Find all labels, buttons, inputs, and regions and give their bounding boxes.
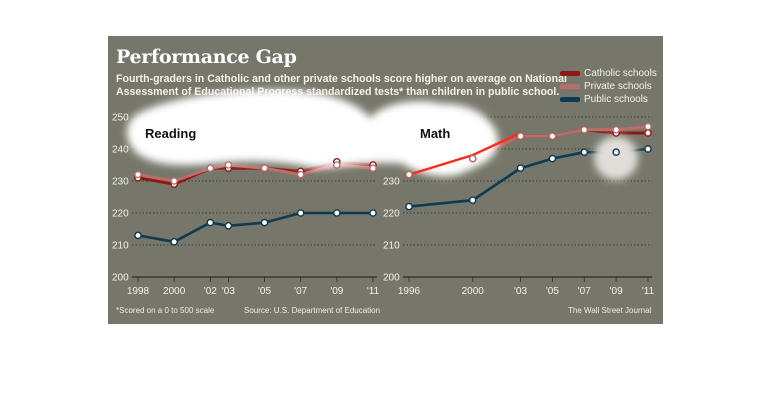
x-tick-label-reading-2011: '11: [367, 286, 380, 297]
data-point-reading-public-2002: [206, 218, 215, 227]
data-point-math-private-2007: [580, 126, 589, 134]
data-point-math-public-1996: [405, 202, 413, 211]
data-point-reading-public-2009: [333, 209, 341, 217]
legend-swatch-private: [560, 83, 580, 89]
y-tick-label-reading-230: 230: [112, 177, 129, 188]
x-tick-label-math-1996: 1996: [398, 286, 421, 297]
legend-item-catholic: Catholic schools: [560, 68, 657, 79]
y-tick-label-reading-240: 240: [112, 145, 129, 156]
legend-item-private: Private schools: [560, 81, 652, 92]
data-point-reading-public-1998: [134, 231, 142, 240]
x-tick-label-math-2005: '05: [546, 286, 559, 297]
x-tick-label-math-2009: '09: [610, 286, 623, 297]
data-point-math-private-2009: [612, 126, 620, 134]
legend-label-private: Private schools: [584, 81, 652, 92]
chart-title: Performance Gap: [116, 46, 297, 68]
highlight-dot: [594, 136, 638, 180]
y-tick-label-math-210: 210: [383, 241, 400, 252]
series-line-reading-public: [137, 211, 373, 244]
footnote: *Scored on a 0 to 500 scale: [116, 306, 215, 315]
data-point-math-public-2009: [612, 148, 620, 156]
legend-swatch-public: [560, 96, 580, 102]
data-point-math-private-1996: [405, 170, 413, 179]
x-tick-label-reading-2000: 2000: [163, 286, 186, 297]
x-tick-label-reading-2003: '03: [222, 286, 235, 297]
data-point-math-private-2011: [644, 122, 652, 131]
data-point-reading-public-2007: [296, 209, 305, 217]
data-point-reading-private-2009: [333, 161, 341, 169]
y-tick-label-math-200: 200: [383, 273, 400, 284]
x-tick-label-reading-1998: 1998: [127, 286, 150, 297]
y-tick-label-math-230: 230: [383, 177, 400, 188]
x-tick-label-math-2007: '07: [578, 286, 591, 297]
legend-label-public: Public schools: [584, 94, 648, 105]
x-tick-label-reading-2007: '07: [294, 286, 307, 297]
data-point-reading-private-2002: [206, 164, 215, 172]
legend-item-public: Public schools: [560, 94, 648, 105]
data-point-reading-private-2007: [296, 170, 305, 179]
x-tick-label-reading-2005: '05: [258, 286, 271, 297]
credit: The Wall Street Journal: [568, 306, 652, 315]
x-tick-label-math-2003: '03: [514, 286, 527, 297]
data-point-reading-public-2000: [170, 237, 178, 246]
data-point-math-private-2000: [468, 154, 477, 163]
x-tick-label-math-2011: '11: [642, 286, 655, 297]
data-point-math-private-2003: [516, 132, 525, 140]
y-tick-label-reading-250: 250: [112, 113, 129, 124]
data-point-math-private-2005: [548, 132, 557, 140]
legend-swatch-catholic: [560, 70, 580, 76]
data-point-math-catholic-2011: [644, 129, 652, 137]
y-tick-label-reading-200: 200: [112, 273, 129, 284]
data-point-reading-private-2011: [369, 164, 377, 172]
chart-panel: Performance Gap Fourth-graders in Cathol…: [108, 36, 663, 324]
data-point-math-public-2003: [516, 164, 525, 172]
line-charts: 200 210 220 230 240 250 1998 2000 '02 '03 '05 '07 '0…: [112, 90, 655, 297]
source-note: Source: U.S. Department of Education: [244, 306, 381, 315]
y-tick-label-math-220: 220: [383, 209, 400, 220]
x-tick-label-reading-2009: '09: [330, 286, 343, 297]
chart-subtitle-line-1: Fourth-graders in Catholic and other pri…: [116, 73, 567, 85]
y-tick-label-reading-210: 210: [112, 241, 129, 252]
data-point-reading-private-1998: [134, 170, 142, 179]
x-tick-label-math-2000: 2000: [462, 286, 485, 297]
panel-title-reading: Reading: [145, 126, 196, 141]
data-point-reading-public-2005: [260, 218, 269, 227]
data-point-reading-private-2000: [170, 177, 178, 185]
data-point-math-public-2011: [644, 145, 652, 153]
legend-label-catholic: Catholic schools: [584, 68, 657, 79]
data-point-reading-private-2005: [260, 164, 269, 172]
data-point-math-public-2005: [548, 154, 557, 163]
y-tick-label-reading-220: 220: [112, 209, 129, 220]
data-point-reading-public-2003: [224, 221, 233, 230]
data-point-math-public-2007: [580, 148, 589, 156]
data-point-reading-private-2003: [224, 161, 233, 169]
data-point-math-public-2000: [468, 196, 477, 204]
data-point-reading-public-2011: [369, 209, 377, 217]
x-tick-label-reading-2002: '02: [204, 286, 217, 297]
panel-title-math: Math: [420, 126, 450, 141]
